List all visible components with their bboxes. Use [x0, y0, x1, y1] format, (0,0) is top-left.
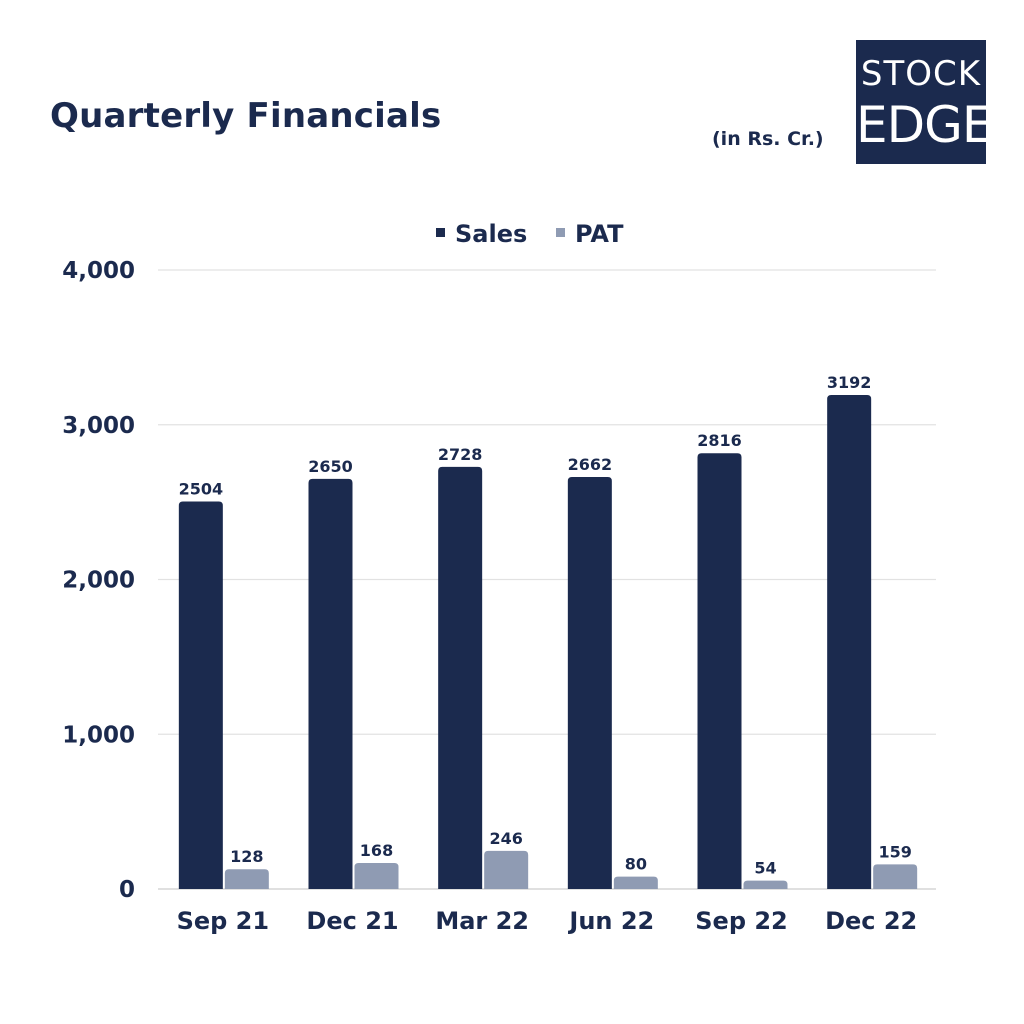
data-label: 2816 [697, 431, 742, 450]
bar-pat [743, 880, 788, 889]
bar-pat [613, 876, 658, 889]
data-label: 128 [230, 847, 263, 866]
x-tick-label: Dec 22 [825, 907, 917, 935]
bar-pat [354, 863, 399, 889]
chart-title: Quarterly Financials [50, 96, 442, 136]
y-tick-label: 4,000 [62, 258, 135, 284]
legend-swatch-sales [436, 228, 445, 237]
data-label: 2650 [308, 457, 353, 476]
x-tick-label: Dec 21 [306, 907, 398, 935]
logo-line-1: STOCK [860, 54, 982, 94]
bar-pat [484, 850, 529, 889]
data-label: 2662 [568, 455, 613, 474]
bar-sales [697, 453, 742, 889]
data-label: 2728 [438, 445, 483, 464]
logo-line-2: EDGE [856, 96, 993, 154]
data-label: 80 [625, 855, 647, 874]
data-label: 168 [360, 841, 393, 860]
x-tick-label: Jun 22 [567, 907, 654, 935]
legend-label-pat: PAT [575, 220, 624, 248]
x-tick-label: Mar 22 [435, 907, 529, 935]
data-label: 3192 [827, 373, 872, 392]
y-tick-label: 2,000 [62, 568, 135, 594]
data-label: 54 [754, 859, 776, 878]
y-tick-label: 3,000 [62, 413, 135, 439]
bar-sales [827, 395, 872, 889]
bar-sales [438, 466, 483, 889]
data-label: 2504 [179, 480, 224, 499]
legend-label-sales: Sales [455, 220, 527, 248]
bar-pat [873, 864, 918, 889]
x-tick-label: Sep 21 [177, 907, 270, 935]
y-tick-label: 1,000 [62, 722, 135, 748]
unit-label: (in Rs. Cr.) [712, 128, 824, 150]
bar-sales [567, 477, 612, 889]
data-label: 246 [489, 829, 522, 848]
stockedge-logo: STOCK EDGE [856, 40, 993, 164]
bar-sales [308, 478, 353, 889]
data-label: 159 [878, 842, 911, 861]
bar-pat [224, 869, 269, 889]
x-tick-label: Sep 22 [695, 907, 788, 935]
bar-sales [178, 501, 223, 889]
y-tick-label: 0 [119, 877, 135, 903]
legend-swatch-pat [556, 228, 565, 237]
